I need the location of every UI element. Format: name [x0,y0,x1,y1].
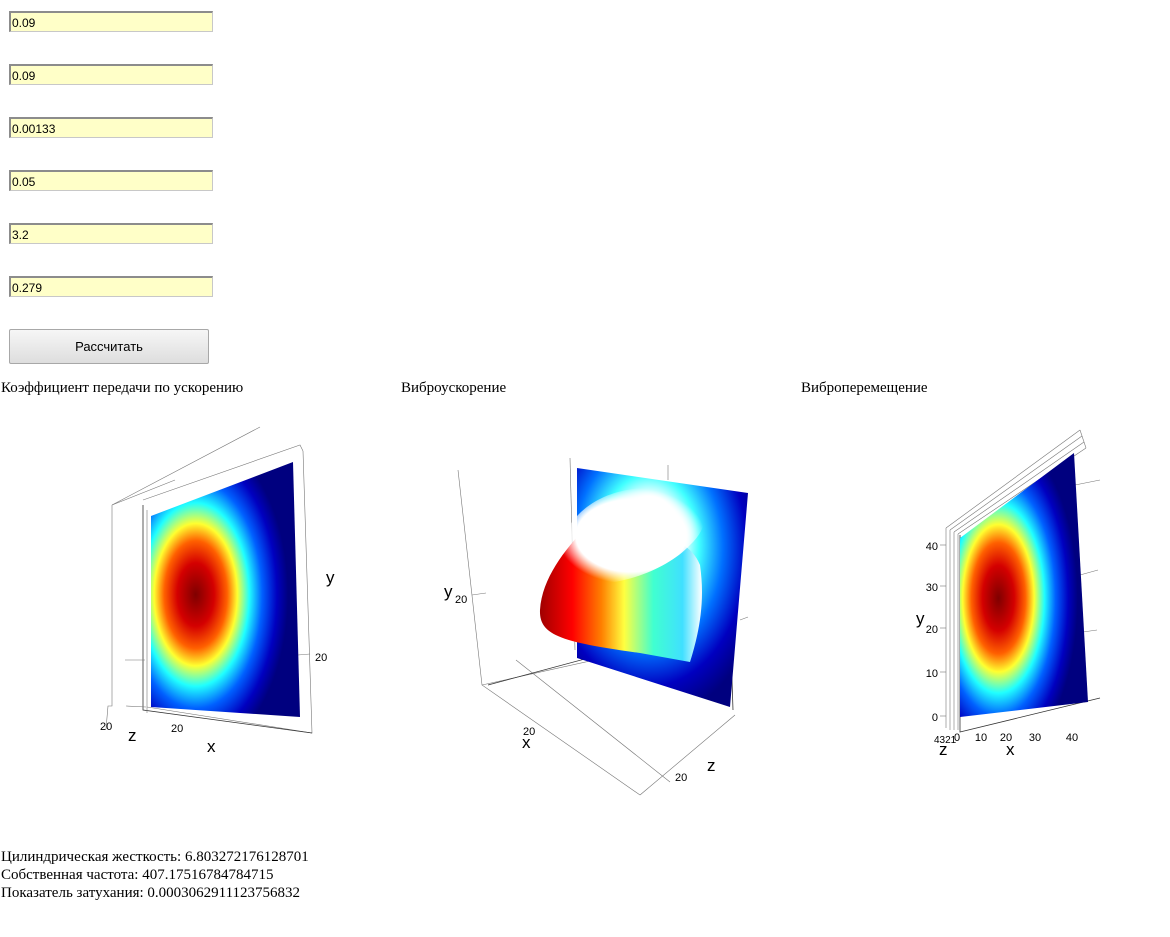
accel-axis-z-label: z [707,756,716,775]
transfer-surface [151,462,300,717]
accel-axis-x-label: x [522,733,531,752]
accel-tick-y: 20 [455,594,467,606]
transfer-axis-z-label: z [128,726,137,745]
disp-x-tick: 0 [954,732,960,744]
disp-x-ticks: 0 10 20 30 40 [954,732,1078,744]
result-frequency: Собственная частота: 407.17516784784715 [1,867,274,883]
result-damping: Показатель затухания: 0.0003062911123756… [1,885,301,901]
transfer-axis-x-label: x [207,737,216,756]
disp-y-tick: 30 [926,582,938,594]
input-field-1[interactable] [9,11,213,32]
transfer-axis-y-label: y [326,568,335,587]
input-field-6[interactable] [9,276,213,297]
accel-plot-canvas[interactable]: y 20 20 x z 20 [400,410,800,810]
transfer-plot[interactable]: y 20 20 z 20 x [0,410,400,810]
input-field-5[interactable] [9,223,213,244]
transfer-tick-y: 20 [315,652,327,664]
disp-z-ticks: 4321 [934,735,957,746]
input-field-3[interactable] [9,117,213,138]
transfer-plot-title: Коэффициент передачи по ускорению [1,380,244,396]
disp-y-tick: 40 [926,541,938,553]
disp-axis-x-label: x [1006,740,1015,759]
accel-tick-z: 20 [675,772,687,784]
disp-plot[interactable]: 40 30 20 10 0 0 10 20 30 40 y 4321 z x [800,410,1170,810]
calculate-button[interactable]: Рассчитать [9,329,209,364]
accel-surface-top [557,487,705,584]
disp-plot-title: Виброперемещение [801,380,928,396]
transfer-tick-z: 20 [100,721,112,733]
disp-surface [960,453,1088,717]
disp-x-tick: 10 [975,732,987,744]
disp-plot-canvas[interactable]: 40 30 20 10 0 0 10 20 30 40 y 4321 z x [800,410,1170,810]
disp-axis-y-label: y [916,609,925,628]
input-field-2[interactable] [9,64,213,85]
accel-plot-title: Виброускорение [401,380,507,396]
disp-y-tick: 20 [926,624,938,636]
accel-plot[interactable]: y 20 20 x z 20 [400,410,800,810]
input-field-4[interactable] [9,170,213,191]
disp-x-tick: 20 [1000,732,1012,744]
accel-tick-x: 20 [523,726,535,738]
disp-y-tick: 0 [932,712,938,724]
result-stiffness: Цилиндрическая жесткость: 6.803272176128… [1,849,309,865]
transfer-plot-canvas[interactable]: y 20 20 z 20 x [0,410,400,810]
disp-axis-z-label: z [939,740,948,759]
disp-x-tick: 40 [1066,732,1078,744]
disp-y-ticks: 40 30 20 10 0 [926,541,938,724]
disp-x-tick: 30 [1029,732,1041,744]
disp-y-tick: 10 [926,668,938,680]
results-block: Цилиндрическая жесткость: 6.803272176128… [1,848,309,902]
transfer-tick-x: 20 [171,723,183,735]
accel-axis-y-label: y [444,582,453,601]
